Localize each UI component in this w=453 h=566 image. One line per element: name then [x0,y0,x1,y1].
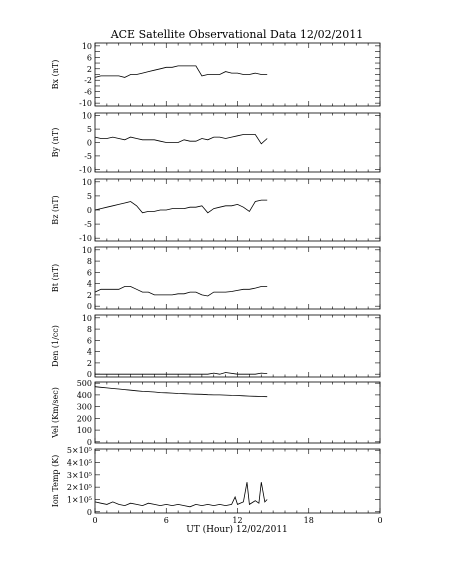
y-tick-label: -5 [84,220,92,229]
y-axis-label-bx: Bx (nT) [51,60,60,90]
y-axis-label-bz: Bz (nT) [51,195,60,224]
x-tick-label: 0 [92,516,97,525]
y-tick-label: 4×10⁵ [67,459,92,468]
y-tick-label: -2 [84,76,92,85]
series-line-temp [94,482,268,508]
x-tick-label: 18 [304,516,314,525]
series-line-vel [94,386,268,398]
y-tick-label: 5 [87,192,92,201]
y-tick-label: 6 [87,268,92,277]
y-tick-label: 0 [87,508,92,517]
panel-temp: 0 1×10⁵ 2×10⁵ 3×10⁵ 4×10⁵ 5×10⁵ Ion Temp (K) [51,446,381,517]
y-tick-label: 2 [87,65,92,74]
y-tick-label: 5×10⁵ [67,446,92,455]
y-axis-label-bt: Bt (nT) [51,264,60,292]
panel-den: 0 2 4 6 8 10 Den (1/cc) [51,314,381,379]
x-tick-label: 6 [164,516,169,525]
y-tick-label: 2×10⁵ [67,483,92,492]
y-axis-label-by: By (nT) [51,128,60,158]
y-axis-label-temp: Ion Temp (K) [51,455,60,508]
y-tick-label: -10 [79,165,92,174]
x-tick-label: 12 [232,516,242,525]
series-line-by [94,134,268,145]
y-axis-label-den: Den (1/cc) [51,325,60,367]
panels: -10 -6 -2 2 6 10 Bx (nT) -10 -5 0 5 10 By (nT) -10 -5 0… [51,42,381,517]
y-tick-label: 8 [87,325,92,334]
panel-frame-bz [94,178,381,242]
y-tick-label: 400 [77,391,92,400]
y-tick-label: -10 [79,234,92,243]
y-tick-label: 6 [87,53,92,62]
y-tick-label: 10 [82,42,92,51]
y-tick-label: 0 [87,302,92,311]
y-tick-label: 100 [77,426,92,435]
panel-frame-den [94,314,381,378]
y-tick-label: 300 [77,403,92,412]
panel-frame-by [94,112,381,173]
x-axis-ticks: 0 6 12 18 0 [92,516,382,525]
y-tick-label: 0 [87,370,92,379]
series-line-bz [94,199,268,214]
y-tick-label: -5 [84,152,92,161]
y-tick-label: -10 [79,99,92,108]
panel-frame-bt [94,246,381,310]
y-tick-label: 2 [87,291,92,300]
y-tick-label: 5 [87,125,92,134]
y-tick-label: 10 [82,314,92,323]
y-axis-label-vel: Vel (Km/sec) [51,387,60,439]
y-tick-label: 200 [77,414,92,423]
panel-bz: -10 -5 0 5 10 Bz (nT) [51,178,381,243]
y-tick-label: 10 [82,112,92,121]
panel-bt: 0 2 4 6 8 10 Bt (nT) [51,246,381,311]
y-tick-label: 1×10⁵ [67,495,92,504]
series-line-den [95,372,268,375]
series-line-bt [94,286,268,297]
y-tick-label: 6 [87,336,92,345]
y-tick-label: 8 [87,257,92,266]
chart-title: ACE Satellite Observational Data 12/02/2… [110,28,364,41]
y-tick-label: 10 [82,178,92,187]
panel-by: -10 -5 0 5 10 By (nT) [51,112,381,174]
panel-bx: -10 -6 -2 2 6 10 Bx (nT) [51,42,381,108]
y-tick-label: 10 [82,246,92,255]
y-tick-label: 0 [87,438,92,447]
y-tick-label: 4 [87,280,92,289]
y-tick-label: 2 [87,359,92,368]
x-axis-label: UT (Hour) 12/02/2011 [186,524,288,535]
y-tick-label: 0 [87,139,92,148]
y-tick-label: 3×10⁵ [67,471,92,480]
panel-vel: 0 100 200 300 400 500 Vel (Km/sec) [51,379,381,447]
y-tick-label: -6 [84,88,92,97]
x-tick-label: 0 [377,516,382,525]
y-tick-label: 500 [77,379,92,388]
series-line-bx [94,65,268,78]
y-tick-label: 0 [87,206,92,215]
y-tick-label: 4 [87,348,92,357]
